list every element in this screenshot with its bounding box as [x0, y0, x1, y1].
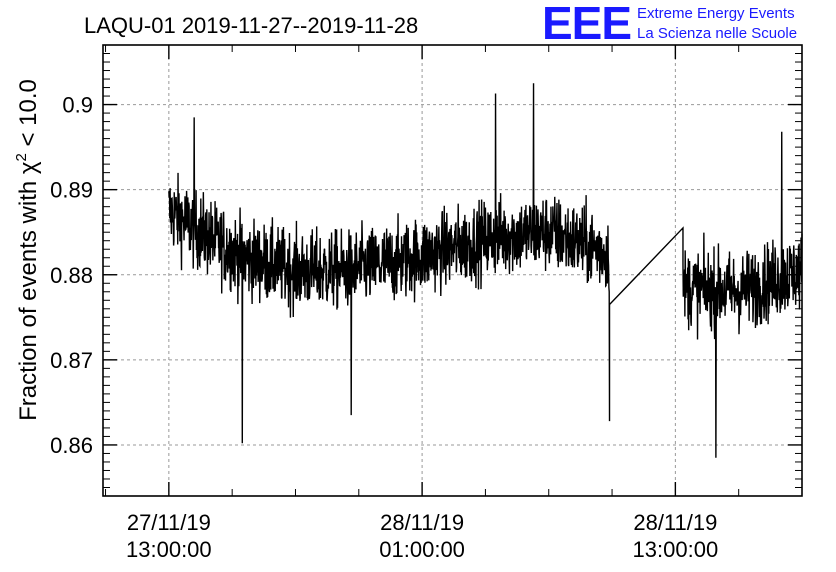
y-tick-label: 0.87: [50, 348, 93, 373]
y-tick-label: 0.9: [62, 93, 93, 118]
grid: [103, 45, 802, 496]
eee-logo-line1: Extreme Energy Events: [637, 5, 795, 22]
y-tick-label: 0.88: [50, 263, 93, 288]
plot-frame: [102, 44, 803, 497]
eee-logo-line2: La Scienza nelle Scuole: [637, 25, 797, 42]
series-line: [168, 83, 803, 458]
axis-ticks: [103, 45, 803, 496]
chart-title: LAQU-01 2019-11-27--2019-11-28: [84, 13, 418, 38]
x-tick-label-date: 27/11/19: [127, 510, 211, 535]
data-series: [168, 83, 803, 458]
x-tick-label-date: 28/11/19: [380, 510, 464, 535]
x-tick-label-time: 01:00:00: [379, 537, 465, 562]
y-tick-label: 0.86: [50, 433, 93, 458]
eee-logo-mark: EEE: [542, 0, 631, 49]
x-tick-label-time: 13:00:00: [633, 537, 719, 562]
x-tick-labels: 27/11/1913:00:0028/11/1901:00:0028/11/19…: [126, 510, 718, 562]
eee-logo: EEE Extreme Energy Events La Scienza nel…: [542, 0, 797, 49]
y-tick-labels: 0.86 0.87 0.88 0.89 0.9: [50, 93, 93, 458]
x-tick-label-time: 13:00:00: [126, 537, 212, 562]
y-tick-label: 0.89: [50, 178, 93, 203]
y-axis-label: Fraction of events with χ2 < 10.0: [13, 79, 42, 421]
x-tick-label-date: 28/11/19: [633, 510, 717, 535]
